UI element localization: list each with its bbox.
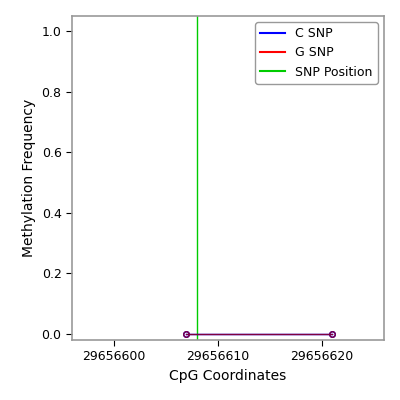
Legend: C SNP, G SNP, SNP Position: C SNP, G SNP, SNP Position (255, 22, 378, 84)
C SNP (330, 332, 334, 336)
Y-axis label: Methylation Frequency: Methylation Frequency (22, 99, 36, 257)
Line: G SNP: G SNP (184, 331, 335, 337)
X-axis label: CpG Coordinates: CpG Coordinates (169, 369, 287, 383)
G SNP (330, 332, 334, 336)
G SNP (184, 332, 189, 336)
Line: C SNP: C SNP (184, 331, 335, 337)
C SNP (184, 332, 189, 336)
